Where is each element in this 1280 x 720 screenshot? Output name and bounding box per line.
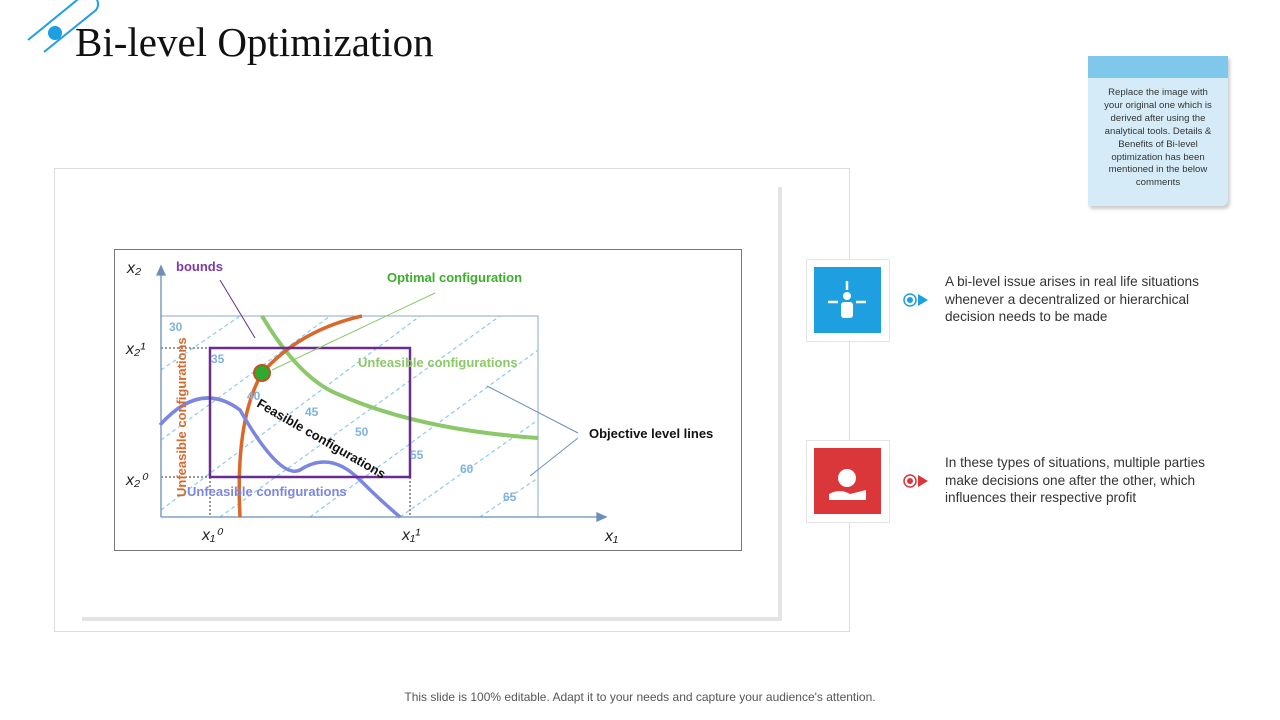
optimal-point <box>253 364 271 382</box>
axis-label: x₁ <box>604 528 618 545</box>
axis-label: x₂ <box>126 260 141 277</box>
axis-label: x₁⁰ <box>201 527 224 544</box>
level-label: 30 <box>169 320 183 334</box>
note-band <box>1088 56 1228 78</box>
axes <box>155 264 608 523</box>
level-line <box>219 315 501 518</box>
icon-box <box>814 267 881 333</box>
icon-arrows <box>828 281 866 318</box>
icon-part <box>841 302 853 318</box>
x-arrow <box>596 511 608 523</box>
axis-labels: x₂ x₁ x₂¹ x₂⁰ x₁⁰ x₁¹ <box>125 260 618 545</box>
icon-part <box>843 292 851 300</box>
clip-shape <box>27 0 99 53</box>
bounds-box <box>208 346 412 479</box>
y-arrow <box>155 264 167 276</box>
objective-label: Objective level lines <box>589 426 713 441</box>
bounds-label: bounds <box>176 259 223 274</box>
point-2-graphic <box>806 440 928 523</box>
axis-label: x₂⁰ <box>125 472 149 489</box>
bullet-arrow <box>918 475 928 487</box>
objective-pointer <box>486 385 579 434</box>
unfeasible-label: Unfeasible configurations <box>358 355 518 370</box>
level-label: 60 <box>460 462 474 476</box>
sticky-note: Replace the image with your original one… <box>1088 56 1228 206</box>
bounds-pointer <box>219 279 256 339</box>
level-label: 40 <box>247 389 261 403</box>
level-line <box>160 315 241 371</box>
level-label: 65 <box>503 490 517 504</box>
clip-decoration <box>27 0 99 53</box>
level-line <box>309 349 539 518</box>
point-text: In these types of situations, multiple p… <box>945 455 1205 505</box>
unfeasible-label: Unfeasible configurations <box>187 484 347 499</box>
unfeasible-label: Unfeasible configurations <box>174 337 189 497</box>
green-curve <box>260 314 539 440</box>
level-label: 55 <box>410 448 424 462</box>
icon-hand <box>829 490 866 500</box>
bullet-dot <box>907 297 913 303</box>
slide-title: Bi-level Optimization <box>75 19 434 65</box>
bullet-arrow <box>918 294 928 306</box>
bullet-ring <box>903 293 917 307</box>
axis-label: x₁¹ <box>401 527 420 544</box>
axis-label: x₂¹ <box>125 341 145 358</box>
point-1-graphic <box>806 259 928 342</box>
point-text: A bi-level issue arises in real life sit… <box>945 274 1199 324</box>
diagram-box <box>114 249 742 551</box>
note-text: Replace the image with your original one… <box>1104 87 1212 189</box>
clip-dot <box>48 26 62 40</box>
objective-pointer <box>529 437 579 477</box>
level-line <box>479 477 539 518</box>
footer-text: This slide is 100% editable. Adapt it to… <box>404 690 876 704</box>
bullet-ring <box>903 474 917 488</box>
bullet-dot <box>907 478 913 484</box>
optimal-pointer <box>271 292 436 371</box>
level-label: 45 <box>305 405 319 419</box>
icon-coin <box>838 469 856 487</box>
level-label: 35 <box>211 352 225 366</box>
blue-curve <box>158 396 402 519</box>
diagram: bounds Optimal configuration Unfeasible … <box>125 259 713 545</box>
optimal-label: Optimal configuration <box>387 270 522 285</box>
level-label: 50 <box>355 425 369 439</box>
bound-guides <box>161 347 411 517</box>
